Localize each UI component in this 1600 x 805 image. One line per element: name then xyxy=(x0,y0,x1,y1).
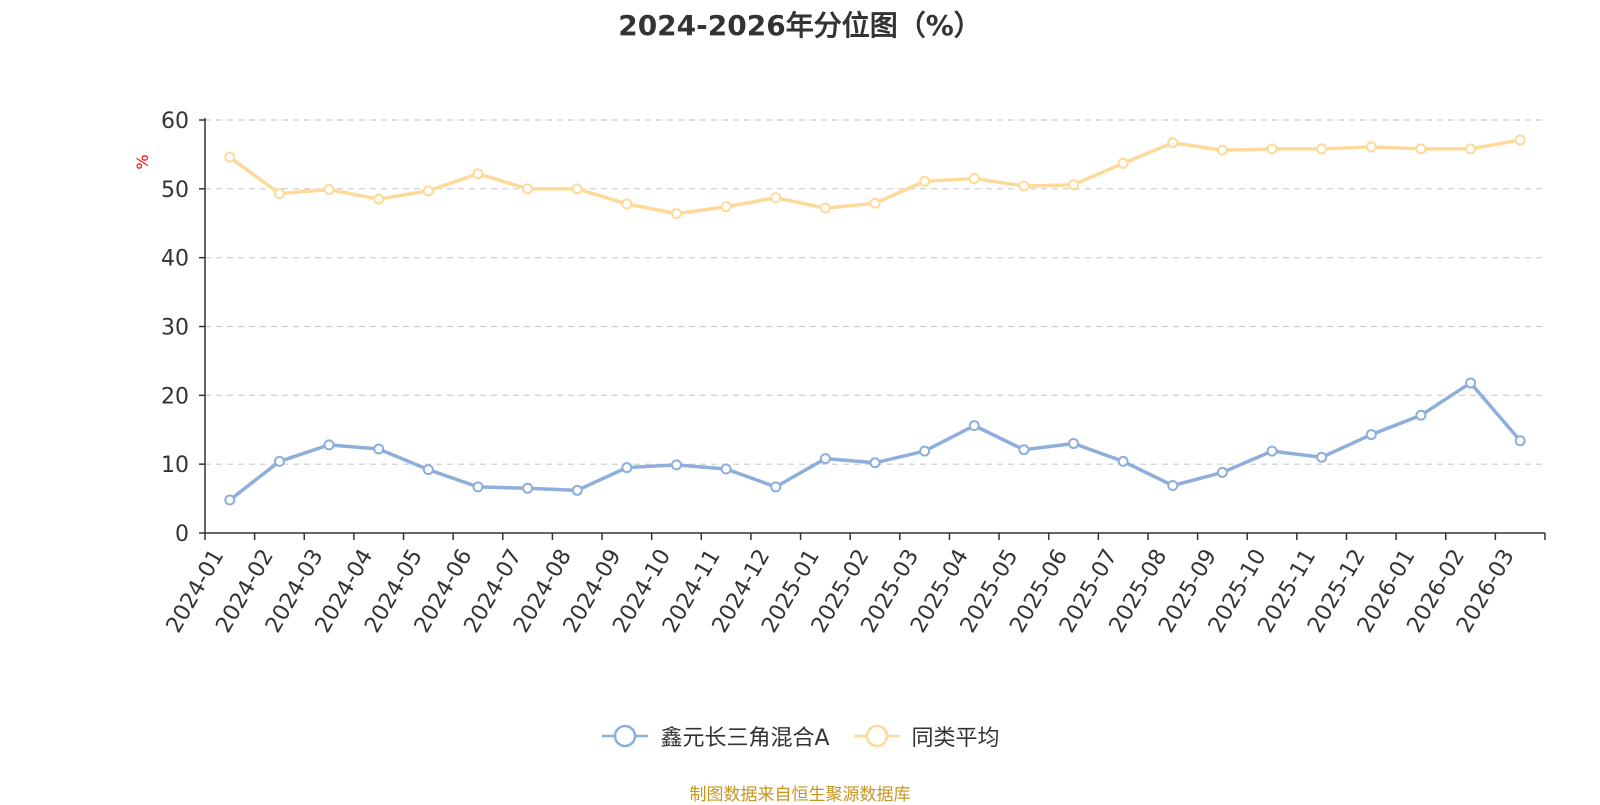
data-point xyxy=(273,455,285,467)
data-point xyxy=(1216,466,1228,478)
y-axis-label: % xyxy=(133,154,152,169)
data-point xyxy=(670,208,682,220)
data-point xyxy=(919,445,931,457)
y-tick-label: 10 xyxy=(161,453,189,478)
data-point xyxy=(1465,143,1477,155)
data-point xyxy=(1365,141,1377,153)
data-point xyxy=(1018,180,1030,192)
data-point xyxy=(522,482,534,494)
data-point xyxy=(819,453,831,465)
data-point xyxy=(770,481,782,493)
y-tick-label: 50 xyxy=(161,178,189,203)
legend-label: 同类平均 xyxy=(911,726,1000,751)
data-point xyxy=(919,175,931,187)
series-line-0 xyxy=(228,381,1522,502)
data-point xyxy=(621,462,633,474)
legend-item-1[interactable]: 同类平均 xyxy=(852,720,1000,752)
legend-marker-icon xyxy=(853,724,900,748)
data-point xyxy=(1167,480,1179,492)
data-point xyxy=(1415,143,1427,155)
y-tick-label: 0 xyxy=(175,522,189,547)
legend-marker-icon xyxy=(602,724,649,748)
data-point xyxy=(571,183,583,195)
data-source-note: 制图数据来自恒生聚源数据库 xyxy=(689,785,911,805)
data-point xyxy=(472,168,484,180)
chart-legend: 鑫元长三角混合A 同类平均 xyxy=(0,720,1600,752)
legend-item-0[interactable]: 鑫元长三角混合A xyxy=(600,720,830,752)
data-point xyxy=(1266,445,1278,457)
data-point xyxy=(323,184,335,196)
data-point xyxy=(323,439,335,451)
data-point xyxy=(1117,455,1129,467)
data-point xyxy=(1117,157,1129,169)
data-point xyxy=(273,188,285,200)
data-point xyxy=(1514,435,1526,447)
data-point xyxy=(869,457,881,469)
data-point xyxy=(373,443,385,455)
data-point xyxy=(1316,143,1328,155)
data-point xyxy=(1465,377,1477,389)
data-point xyxy=(720,201,732,213)
data-point xyxy=(1365,429,1377,441)
data-point xyxy=(819,202,831,214)
data-point xyxy=(1068,179,1080,191)
data-point xyxy=(621,198,633,210)
data-point xyxy=(770,192,782,204)
data-point xyxy=(1167,137,1179,149)
data-point xyxy=(670,459,682,471)
data-point xyxy=(224,151,236,163)
y-tick-label: 40 xyxy=(161,247,189,272)
data-point xyxy=(422,185,434,197)
data-point xyxy=(968,420,980,432)
y-tick-label: 30 xyxy=(161,316,189,341)
data-point xyxy=(1068,438,1080,450)
data-point xyxy=(1415,409,1427,421)
data-point xyxy=(522,183,534,195)
chart-title: 2024-2026年分位图（%） xyxy=(618,9,982,42)
data-point xyxy=(720,463,732,475)
data-point xyxy=(422,464,434,476)
data-point xyxy=(1514,134,1526,146)
line-chart: 0102030405060%2024-012024-022024-032024-… xyxy=(133,109,1546,637)
data-point xyxy=(968,173,980,185)
data-point xyxy=(1316,451,1328,463)
data-point xyxy=(1216,144,1228,156)
data-point xyxy=(571,484,583,496)
data-point xyxy=(373,193,385,205)
y-tick-label: 20 xyxy=(161,384,189,409)
legend-label: 鑫元长三角混合A xyxy=(660,726,830,751)
data-point xyxy=(1018,444,1030,456)
data-point xyxy=(472,481,484,493)
data-point xyxy=(869,197,881,209)
data-point xyxy=(1266,143,1278,155)
y-tick-label: 60 xyxy=(161,109,189,134)
data-point xyxy=(224,494,236,506)
